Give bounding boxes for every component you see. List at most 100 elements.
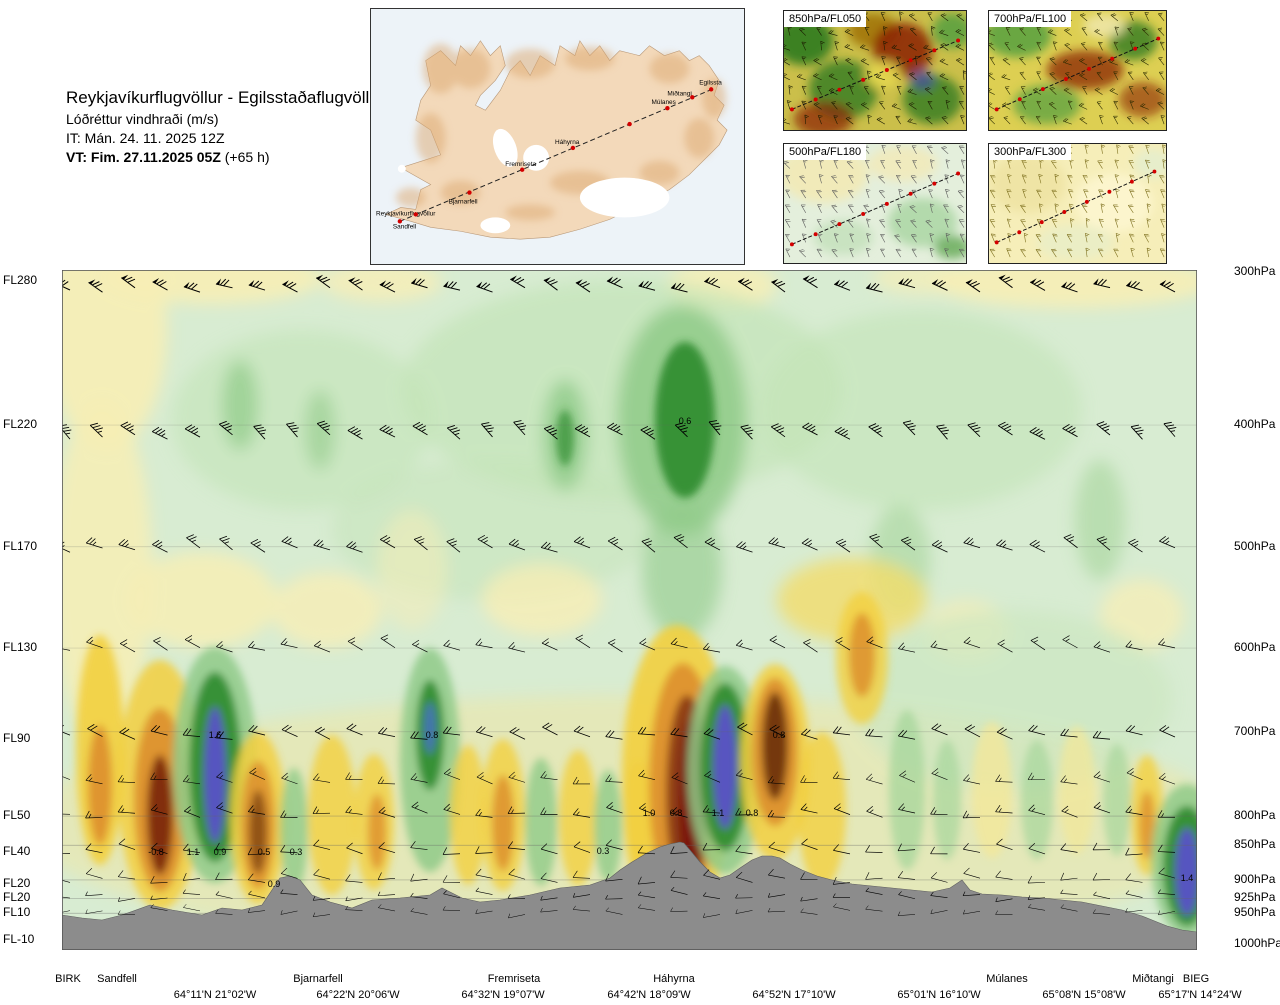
pressure-level-label: 300hPa (1234, 264, 1276, 279)
panel-route-dot (1017, 230, 1022, 235)
contour-value-label: 0.5 (258, 847, 271, 857)
contour-value-label: 0.8 (426, 730, 439, 740)
panel-route-dot (884, 68, 889, 72)
wind-barb-row (62, 420, 1177, 440)
pressure-level-label: 900hPa (1234, 871, 1276, 886)
station-label: Miðtangi (1132, 973, 1174, 985)
contour-value-label: 1.1 (712, 808, 725, 818)
panel-route-dot (1062, 210, 1067, 214)
panel-700hpa: 700hPa/FL100 (988, 10, 1167, 131)
panel-route-dot (908, 58, 913, 63)
route-station-dot (708, 87, 714, 92)
contour-value-label: 0.8 (670, 808, 683, 818)
flight-level-label: FL130 (3, 640, 38, 655)
station-label: BIEG (1182, 973, 1210, 985)
panel-route-dot (994, 107, 999, 112)
panel-route-dot (1152, 169, 1157, 174)
flight-level-label: FL220 (3, 417, 38, 432)
route-station-label: Háhyrna (555, 139, 580, 146)
wind-barb-row (62, 533, 1176, 553)
panel-route-dot (789, 242, 794, 247)
flight-level-label: FL170 (3, 538, 38, 553)
glacier (480, 217, 511, 234)
route-station-label: Bjarnarfell (449, 198, 478, 205)
glacier (397, 164, 406, 173)
route-station-label: Múlanes (651, 99, 675, 106)
flight-level-label: FL50 (3, 808, 31, 823)
pressure-level-label: 850hPa (1234, 837, 1276, 852)
panel-wind-barbs (989, 144, 1166, 258)
panel-500hpa: 500hPa/FL180 (783, 143, 967, 264)
contour-value-label: 1.6 (209, 730, 222, 740)
coordinate-label: 65°17'N 14°24'W (1158, 989, 1242, 1001)
cross-section-canvas: 0.6 1.6 0.8 0.8 1.0 0.8 1.1 0.8 -0.8 1.1 0.9 0.5 0.3… (62, 270, 1197, 950)
init-time-label: IT: Mán. 24. 11. 2025 12Z (66, 130, 225, 146)
page-title: Reykjavíkurflugvöllur - Egilsstaðaflugvö… (66, 88, 385, 107)
route-station-label: Miðtangi (667, 89, 691, 97)
flight-level-label: FL20 (3, 876, 31, 891)
pressure-level-label: 800hPa (1234, 808, 1276, 823)
coordinate-label: 64°11'N 21°02'W (173, 989, 257, 1001)
panel-route-dot (861, 212, 866, 216)
contour-value-label: 1.1 (187, 847, 200, 857)
panel-700hpa-map (989, 11, 1166, 130)
contour-value-label: 0.3 (290, 847, 303, 857)
panel-route-dot (1110, 56, 1115, 61)
cross-section-plot: 0.6 1.6 0.8 0.8 1.0 0.8 1.1 0.8 -0.8 1.1 0.9 0.5 0.3… (62, 270, 1197, 950)
panel-850hpa-map (784, 11, 966, 130)
station-label: BIRK (55, 973, 81, 985)
pressure-level-label: 925hPa (1234, 890, 1276, 905)
panel-route-dot (994, 240, 999, 245)
contour-value-label: 0.9 (214, 847, 227, 857)
wind-barb-row (62, 801, 1176, 819)
terrain-silhouette (62, 841, 1197, 950)
wind-barb-row (62, 767, 1176, 785)
flight-level-label: FL40 (3, 844, 31, 859)
glacier (523, 144, 550, 171)
panel-300hpa-label: 300hPa/FL300 (989, 144, 1072, 160)
pressure-level-label: 400hPa (1234, 417, 1276, 432)
panel-700hpa-label: 700hPa/FL100 (989, 11, 1072, 27)
panel-500hpa-map (784, 144, 966, 263)
route-line (399, 87, 715, 222)
panel-route-dot (813, 97, 818, 102)
header-block: Reykjavíkurflugvöllur - Egilsstaðaflugvö… (66, 87, 384, 167)
coordinate-label: 64°52'N 17°10'W (752, 989, 836, 1001)
route-station-dot (413, 212, 418, 217)
coordinate-label: 65°01'N 16°10'W (897, 989, 981, 1001)
panel-route-dot (956, 38, 961, 43)
panel-route-dot (956, 171, 961, 176)
valid-time-label: VT: Fim. 27.11.2025 05Z (+65 h) (66, 148, 384, 167)
contour-value-label: 0.8 (746, 808, 759, 818)
panel-850hpa-label: 850hPa/FL050 (784, 11, 867, 27)
station-label: Háhyrna (653, 973, 695, 985)
panel-route-dot (1039, 220, 1044, 225)
wind-barb-row (62, 887, 1176, 902)
flight-level-label: FL-10 (3, 931, 35, 946)
station-label: Múlanes (986, 973, 1028, 985)
wind-barb-row (62, 274, 1176, 293)
station-label: Bjarnarfell (293, 973, 343, 985)
panel-route-dot (789, 107, 794, 112)
valid-time-suffix: (+65 h) (220, 149, 270, 165)
contour-value-label: -0.8 (148, 847, 164, 857)
coordinate-label: 64°32'N 19°07'W (461, 989, 545, 1001)
panel-route-dot (1133, 46, 1138, 51)
glacier (492, 128, 518, 167)
flight-level-label: FL10 (3, 905, 31, 920)
panel-300hpa: 300hPa/FL300 (988, 143, 1167, 264)
pressure-level-label: 700hPa (1234, 723, 1276, 738)
route-station-dot (665, 106, 670, 111)
panel-route-dot (837, 87, 842, 92)
coordinate-label: 65°08'N 15°08'W (1042, 989, 1126, 1001)
panel-route-dot (884, 201, 889, 206)
pressure-level-label: 600hPa (1234, 640, 1276, 655)
panel-850hpa: 850hPa/FL050 (783, 10, 967, 131)
panel-route-dot (1017, 97, 1022, 102)
coordinate-label: 64°22'N 20°06'W (316, 989, 400, 1001)
route-station-dot (467, 190, 472, 195)
panel-route-dot (1156, 36, 1161, 41)
panel-route-line (791, 40, 959, 110)
wind-barb-row (62, 722, 1176, 740)
